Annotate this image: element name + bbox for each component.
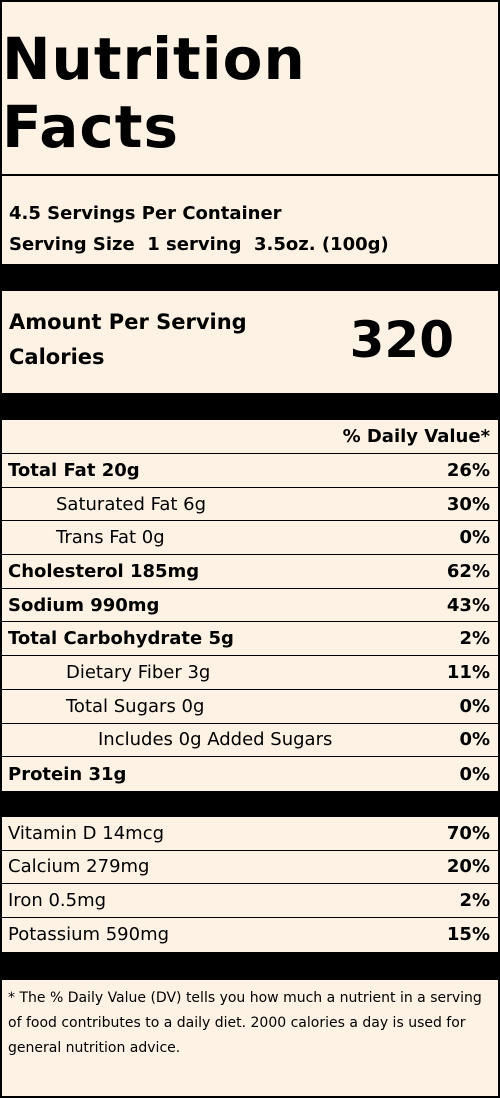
nutrient-row-total-carbohydrate: Total Carbohydrate 5g 2%: [2, 622, 498, 657]
footnote: * The % Daily Value (DV) tells you how m…: [8, 989, 482, 1056]
nutrient-label: Dietary Fiber 3g: [66, 661, 211, 683]
nutrient-pct: 0%: [459, 695, 490, 717]
nutrient-row-trans-fat: Trans Fat 0g 0%: [2, 521, 498, 556]
nutrient-pct: 0%: [459, 729, 490, 751]
nutrient-label: Protein 31g: [8, 763, 127, 785]
vitamin-row-iron: Iron 0.5mg 2%: [2, 884, 498, 918]
thick-divider: [2, 790, 498, 817]
label-title: Nutrition Facts: [2, 25, 306, 161]
nutrient-pct: 62%: [446, 560, 490, 582]
nutrient-row-sodium: Sodium 990mg 43%: [2, 589, 498, 623]
vitamin-label: Calcium 279mg: [8, 856, 150, 878]
nutrient-label: Trans Fat 0g: [56, 527, 165, 549]
calories-value: 320: [349, 311, 454, 369]
nutrient-label: Total Fat 20g: [8, 459, 140, 481]
nutrient-label: Total Carbohydrate 5g: [8, 628, 234, 650]
vitamin-row-potassium: Potassium 590mg 15%: [2, 918, 498, 952]
title-section: Nutrition Facts: [2, 2, 498, 176]
calories-section: Amount Per Serving Calories 320: [2, 291, 498, 393]
nutrient-label: Cholesterol 185mg: [8, 560, 200, 582]
servings-per-container: 4.5 Servings Per Container: [9, 203, 282, 224]
vitamin-label: Potassium 590mg: [8, 924, 170, 946]
nutrient-row-dietary-fiber: Dietary Fiber 3g 11%: [2, 656, 498, 690]
nutrient-row-total-fat: Total Fat 20g 26%: [2, 454, 498, 488]
nutrient-pct: 0%: [459, 763, 490, 785]
vitamin-label: Vitamin D 14mcg: [8, 822, 165, 844]
nutrient-row-cholesterol: Cholesterol 185mg 62%: [2, 555, 498, 589]
amount-per-serving: Amount Per Serving: [9, 310, 247, 334]
nutrient-label: Sodium 990mg: [8, 594, 160, 616]
nutrient-label: Saturated Fat 6g: [56, 493, 207, 515]
daily-value-header: % Daily Value*: [2, 420, 498, 454]
nutrient-row-protein: Protein 31g 0%: [2, 757, 498, 791]
serving-info: 4.5 Servings Per Container Serving Size …: [2, 176, 498, 264]
nutrient-label: Total Sugars 0g: [66, 695, 205, 717]
nutrient-pct: 2%: [459, 628, 490, 650]
vitamin-pct: 2%: [459, 890, 490, 912]
vitamin-label: Iron 0.5mg: [8, 890, 107, 912]
nutrient-pct: 26%: [446, 459, 490, 481]
nutrient-pct: 30%: [446, 493, 490, 515]
nutrient-row-added-sugars: Includes 0g Added Sugars 0%: [2, 724, 498, 758]
vitamin-row-calcium: Calcium 279mg 20%: [2, 851, 498, 885]
nutrient-row-total-sugars: Total Sugars 0g 0%: [2, 690, 498, 724]
nutrient-row-saturated-fat: Saturated Fat 6g 30%: [2, 488, 498, 522]
vitamin-row-vitamin-d: Vitamin D 14mcg 70%: [2, 817, 498, 851]
nutrient-pct: 43%: [446, 594, 490, 616]
thick-divider: [2, 393, 498, 420]
vitamin-pct: 20%: [446, 856, 490, 878]
vitamin-pct: 15%: [446, 924, 490, 946]
nutrient-pct: 11%: [446, 661, 490, 683]
nutrient-pct: 0%: [459, 527, 490, 549]
serving-size: Serving Size 1 serving 3.5oz. (100g): [9, 234, 389, 255]
thick-divider: [2, 264, 498, 291]
calories-label: Calories: [9, 345, 105, 369]
thick-divider: [2, 951, 498, 980]
nutrient-label: Includes 0g Added Sugars: [98, 729, 333, 751]
vitamin-pct: 70%: [446, 822, 490, 844]
